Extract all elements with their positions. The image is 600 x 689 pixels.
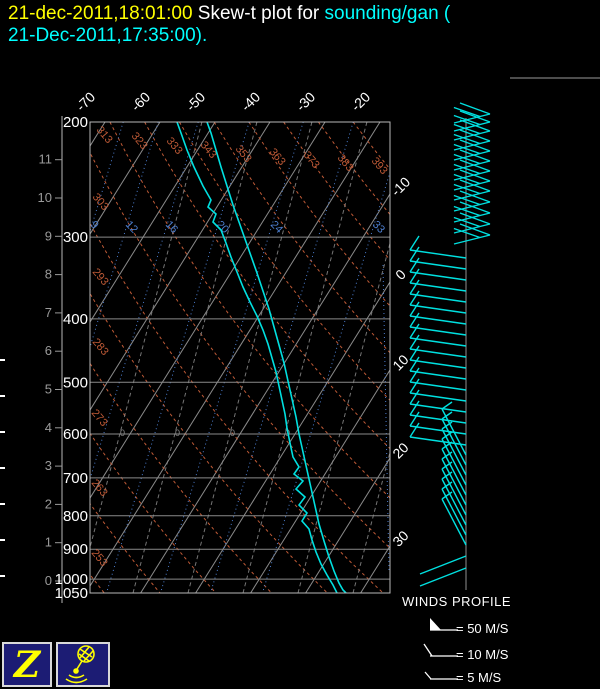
svg-text:1050: 1050 bbox=[55, 585, 88, 602]
svg-text:10: 10 bbox=[389, 351, 411, 373]
svg-text:6: 6 bbox=[45, 343, 52, 358]
svg-text:0: 0 bbox=[45, 573, 52, 588]
svg-text:0: 0 bbox=[175, 428, 180, 438]
svg-text:293: 293 bbox=[90, 266, 111, 288]
svg-text:900: 900 bbox=[63, 541, 88, 558]
svg-text:-70: -70 bbox=[73, 89, 99, 115]
svg-text:333: 333 bbox=[164, 135, 185, 157]
isotherms bbox=[90, 122, 390, 593]
svg-text:2: 2 bbox=[45, 496, 52, 511]
svg-text:303: 303 bbox=[90, 191, 111, 213]
svg-text:393: 393 bbox=[369, 155, 390, 177]
title-station: sounding/gan ( bbox=[324, 3, 451, 24]
svg-text:600: 600 bbox=[63, 426, 88, 443]
svg-text:0: 0 bbox=[120, 428, 125, 438]
title-text: Skew-t plot for bbox=[192, 3, 325, 24]
page-title: 21-dec-2011,18:01:00 Skew-t plot for sou… bbox=[8, 3, 450, 25]
svg-text:-10: -10 bbox=[388, 174, 414, 200]
svg-text:700: 700 bbox=[63, 470, 88, 487]
barb-10-icon bbox=[423, 643, 433, 657]
zebra-logo-button[interactable]: Z bbox=[2, 642, 52, 687]
svg-text:0: 0 bbox=[392, 266, 409, 283]
zebra-z-icon: Z bbox=[13, 643, 41, 686]
wind-barbs bbox=[409, 102, 491, 590]
svg-text:-40: -40 bbox=[238, 89, 264, 115]
height-axis: 0 1 2 3 4 5 6 7 8 9 10 11 bbox=[0, 116, 63, 603]
svg-text:313: 313 bbox=[94, 124, 115, 146]
svg-text:-20: -20 bbox=[348, 89, 374, 115]
svg-text:-50: -50 bbox=[183, 89, 209, 115]
svg-text:9: 9 bbox=[88, 219, 101, 232]
svg-text:-60: -60 bbox=[128, 89, 154, 115]
svg-text:3: 3 bbox=[45, 458, 52, 473]
svg-text:273: 273 bbox=[89, 407, 110, 429]
svg-text:500: 500 bbox=[63, 374, 88, 391]
svg-text:20: 20 bbox=[389, 439, 411, 461]
svg-text:300: 300 bbox=[63, 229, 88, 246]
legend-5ms: = 5 M/S bbox=[456, 670, 502, 685]
svg-text:383: 383 bbox=[335, 152, 356, 174]
sounding-tool-button[interactable] bbox=[56, 642, 110, 687]
svg-text:323: 323 bbox=[129, 130, 150, 152]
svg-text:5: 5 bbox=[45, 382, 52, 397]
temperature-curve bbox=[206, 122, 347, 593]
svg-text:11: 11 bbox=[39, 152, 53, 167]
svg-text:8: 8 bbox=[45, 267, 52, 282]
svg-text:253: 253 bbox=[89, 547, 110, 569]
svg-text:0: 0 bbox=[230, 428, 235, 438]
svg-text:9: 9 bbox=[45, 228, 52, 243]
svg-text:1: 1 bbox=[45, 535, 52, 550]
svg-text:-30: -30 bbox=[293, 89, 319, 115]
legend-10ms: = 10 M/S bbox=[456, 647, 509, 662]
svg-text:4: 4 bbox=[45, 420, 52, 435]
svg-text:10: 10 bbox=[38, 190, 52, 205]
legend-50ms: = 50 M/S bbox=[456, 621, 509, 636]
winds-profile-label: WINDS PROFILE bbox=[402, 594, 512, 609]
svg-text:363: 363 bbox=[267, 146, 288, 168]
title-timestamp: 21-dec-2011,18:01:00 bbox=[8, 3, 193, 24]
svg-text:400: 400 bbox=[63, 311, 88, 328]
legend-symbols bbox=[423, 618, 458, 680]
svg-text:353: 353 bbox=[233, 143, 254, 165]
svg-text:1000: 1000 bbox=[55, 571, 88, 588]
isobars bbox=[90, 122, 390, 593]
dewpoint-curve bbox=[176, 122, 338, 593]
plot-frame bbox=[89, 121, 391, 594]
svg-text:800: 800 bbox=[63, 508, 88, 525]
svg-text:283: 283 bbox=[90, 336, 111, 358]
flag-50-icon bbox=[430, 618, 441, 630]
svg-text:30: 30 bbox=[389, 527, 411, 549]
svg-text:12: 12 bbox=[123, 219, 140, 236]
svg-text:7: 7 bbox=[45, 305, 52, 320]
title-sounding-time: 21-Dec-2011,17:35:00). bbox=[8, 25, 208, 46]
balloon-icon bbox=[65, 645, 95, 684]
moist-adiabats bbox=[90, 122, 390, 593]
mixing-ratio-lines bbox=[90, 122, 390, 593]
svg-text:16: 16 bbox=[163, 219, 180, 236]
barb-5-icon bbox=[424, 671, 432, 680]
svg-text:200: 200 bbox=[63, 114, 88, 131]
